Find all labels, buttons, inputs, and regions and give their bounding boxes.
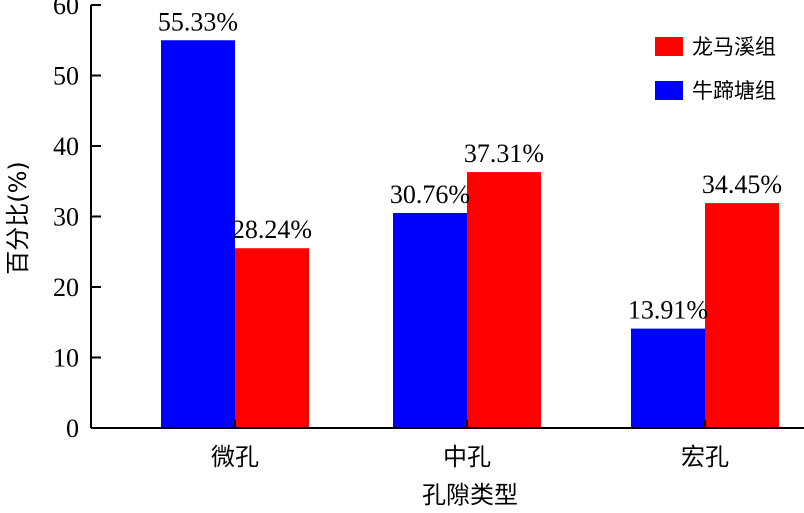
- bar: [631, 328, 705, 428]
- bar: [705, 203, 779, 428]
- data-labels-group: 55.33% 28.24% 30.76% 37.31% 13.91% 34.45%: [158, 7, 782, 324]
- data-label: 55.33%: [158, 7, 238, 36]
- bar: [235, 248, 309, 428]
- data-label: 37.31%: [464, 139, 544, 168]
- data-label: 30.76%: [390, 180, 470, 209]
- data-label: 13.91%: [628, 296, 708, 325]
- y-tick-label: 50: [53, 62, 79, 91]
- x-axis-title: 孔隙类型: [422, 481, 518, 509]
- y-tick-label: 10: [53, 344, 79, 373]
- y-tick-label: 30: [53, 203, 79, 232]
- bar: [467, 172, 541, 428]
- bar: [393, 212, 467, 428]
- y-axis-title: 百分比(%): [4, 161, 32, 275]
- legend-swatch: [655, 37, 683, 56]
- bars-group: [161, 40, 779, 428]
- x-category-label: 中孔: [443, 443, 491, 471]
- x-categories-group: 微孔 中孔 宏孔: [211, 420, 729, 471]
- legend-swatch: [655, 81, 683, 100]
- legend-label: 龙马溪组: [692, 35, 776, 59]
- y-tick-label: 20: [53, 273, 79, 302]
- bar: [161, 40, 235, 428]
- x-category-label: 微孔: [211, 443, 259, 471]
- y-tick-label: 60: [53, 0, 79, 20]
- data-label: 28.24%: [232, 215, 312, 244]
- y-ticks-group: 0 10 20 30 40 50 60: [53, 0, 101, 443]
- y-tick-label: 0: [66, 414, 79, 443]
- y-tick-label: 40: [53, 132, 79, 161]
- legend-label: 牛蹄塘组: [692, 79, 776, 103]
- x-category-label: 宏孔: [681, 443, 729, 471]
- data-label: 34.45%: [702, 170, 782, 199]
